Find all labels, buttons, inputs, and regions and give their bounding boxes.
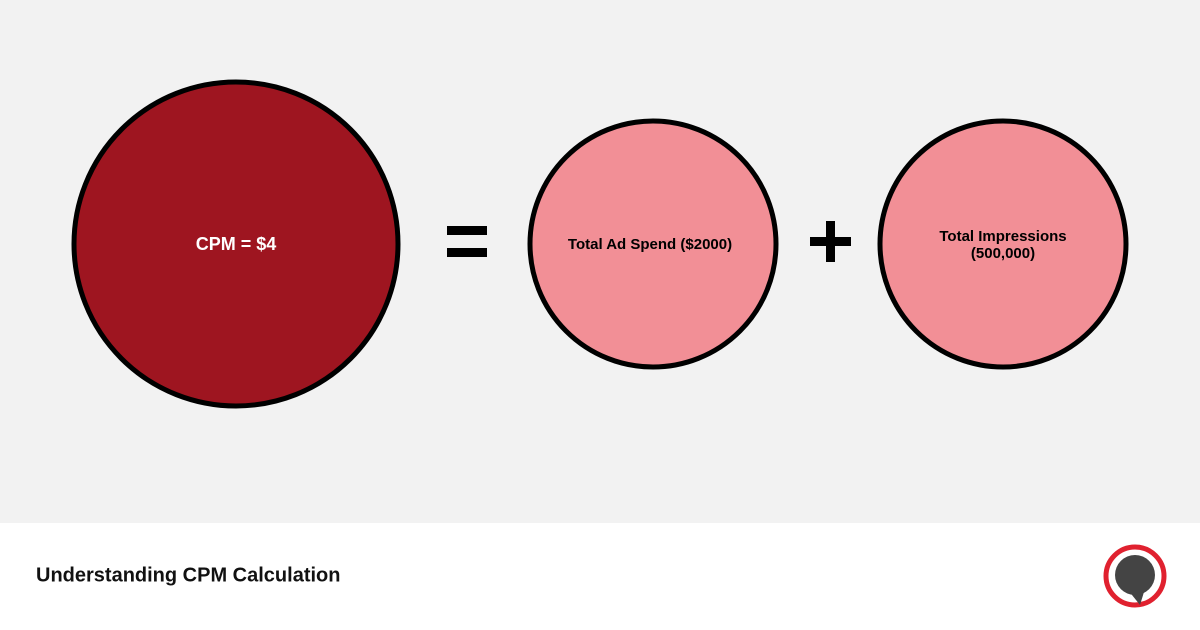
logo-bubble-tail (1128, 590, 1144, 605)
ad-spend-label: Total Ad Spend ($2000) (568, 236, 732, 253)
footer-background (0, 523, 1200, 630)
logo (1103, 544, 1167, 608)
plus-sign-vertical (826, 221, 835, 262)
impressions-label-line: Total Impressions (939, 228, 1066, 245)
impressions-circle (877, 118, 1129, 370)
ad-spend-circle (527, 118, 779, 370)
result-label: CPM = $4 (196, 234, 277, 254)
equals-sign-top (447, 226, 487, 235)
footer-title: Understanding CPM Calculation (36, 564, 340, 586)
equals-sign-bottom (447, 248, 487, 257)
result-circle (71, 79, 401, 409)
impressions-label-line: (500,000) (971, 245, 1035, 262)
logo-bubble (1115, 555, 1155, 595)
